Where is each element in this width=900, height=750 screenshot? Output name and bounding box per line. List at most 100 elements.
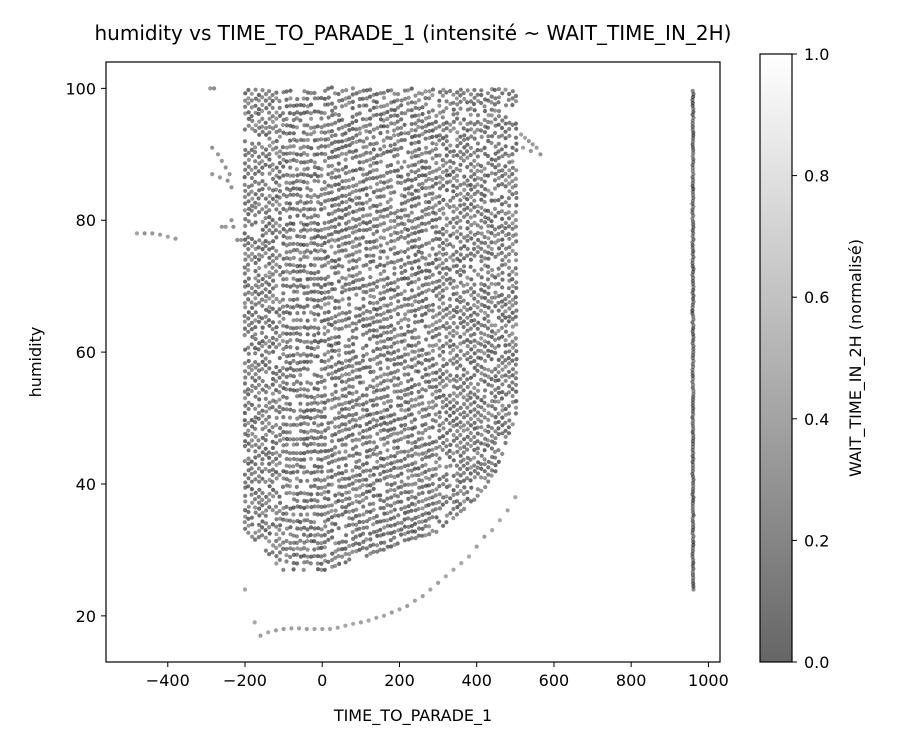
main-band-point xyxy=(274,456,279,461)
main-band-point xyxy=(329,508,334,514)
main-band-point xyxy=(316,331,321,336)
main-band-point xyxy=(451,264,456,269)
main-band-point xyxy=(507,91,512,97)
main-band-point xyxy=(368,398,373,403)
main-band-point xyxy=(337,429,342,434)
main-band-point xyxy=(465,350,470,356)
main-band-point xyxy=(350,384,355,389)
main-band-point xyxy=(305,449,310,454)
main-band-point xyxy=(416,216,421,221)
main-band-point xyxy=(483,388,488,393)
main-band-point xyxy=(503,115,508,120)
main-band-point xyxy=(479,225,484,230)
main-band-point xyxy=(305,478,310,483)
main-band-point xyxy=(316,289,321,295)
main-band-point xyxy=(340,248,345,253)
main-band-point xyxy=(249,114,254,119)
main-band-point xyxy=(288,423,293,428)
main-band-point xyxy=(406,468,411,473)
main-band-point xyxy=(329,528,335,533)
main-band-point xyxy=(392,535,397,540)
main-band-point xyxy=(472,434,477,440)
main-band-point xyxy=(305,228,310,233)
main-band-point xyxy=(364,461,369,466)
main-band-point xyxy=(409,121,414,127)
main-band-point xyxy=(472,253,477,258)
main-band-point xyxy=(492,130,498,136)
main-band-point xyxy=(319,485,324,490)
main-band-point xyxy=(434,389,439,394)
main-band-point xyxy=(351,209,356,214)
main-band-point xyxy=(468,478,473,483)
main-band-point xyxy=(448,350,453,355)
main-band-point xyxy=(280,365,285,371)
main-band-point xyxy=(437,166,442,171)
main-band-point xyxy=(249,444,254,449)
main-band-point xyxy=(360,201,365,206)
main-band-point xyxy=(381,118,386,123)
main-band-point xyxy=(347,226,352,231)
main-band-point xyxy=(472,318,477,323)
main-band-point xyxy=(305,436,310,441)
main-band-point xyxy=(298,464,303,469)
main-band-point xyxy=(427,89,432,94)
main-band-point xyxy=(246,96,251,101)
main-band-point xyxy=(437,435,442,440)
main-band-point xyxy=(301,305,307,310)
main-band-point xyxy=(462,305,467,310)
main-band-point xyxy=(284,463,289,468)
main-band-point xyxy=(444,369,449,374)
main-band-point xyxy=(392,190,397,195)
main-band-point xyxy=(475,431,480,436)
main-band-point xyxy=(426,372,431,377)
main-band-point xyxy=(333,105,338,110)
main-band-point xyxy=(243,305,248,310)
main-band-point xyxy=(454,193,459,198)
main-band-point xyxy=(465,377,470,382)
main-band-point xyxy=(249,492,254,497)
main-band-point xyxy=(249,236,254,242)
main-band-point xyxy=(506,231,511,236)
main-band-point xyxy=(437,263,442,268)
main-band-point xyxy=(291,151,296,156)
main-band-point xyxy=(250,126,255,131)
main-band-point xyxy=(250,522,255,527)
main-band-point xyxy=(485,208,491,213)
main-band-point xyxy=(267,275,272,280)
main-band-point xyxy=(399,201,404,206)
main-band-point xyxy=(322,567,327,573)
main-band-point xyxy=(472,296,477,301)
colorbar-tick-label: 0.0 xyxy=(804,653,829,672)
main-band-point xyxy=(472,365,477,370)
main-band-point xyxy=(298,372,303,378)
main-band-point xyxy=(250,118,255,123)
main-band-point xyxy=(298,325,303,330)
main-band-point xyxy=(361,402,366,407)
main-band-point xyxy=(350,239,355,244)
main-band-point xyxy=(291,381,296,387)
main-band-point xyxy=(260,491,265,496)
main-band-point xyxy=(427,358,432,363)
main-band-point xyxy=(503,144,508,149)
main-band-point xyxy=(420,243,425,248)
x-axis-label: TIME_TO_PARADE_1 xyxy=(333,706,492,726)
main-band-point xyxy=(364,435,369,440)
main-band-point xyxy=(312,160,317,165)
main-band-point xyxy=(270,550,275,555)
main-band-point xyxy=(308,532,313,538)
main-band-point xyxy=(315,554,320,559)
main-band-point xyxy=(353,278,359,283)
main-band-point xyxy=(330,521,335,526)
main-band-point xyxy=(319,338,324,343)
main-band-point xyxy=(447,378,453,384)
main-band-point xyxy=(451,506,456,512)
main-band-point xyxy=(503,121,508,126)
main-band-point xyxy=(437,519,442,524)
main-band-point xyxy=(263,273,268,278)
main-band-point xyxy=(489,281,494,286)
main-band-point xyxy=(253,240,258,245)
main-band-point xyxy=(323,484,328,490)
main-band-point xyxy=(461,463,466,468)
main-band-point xyxy=(294,367,299,373)
main-band-point xyxy=(267,539,272,544)
